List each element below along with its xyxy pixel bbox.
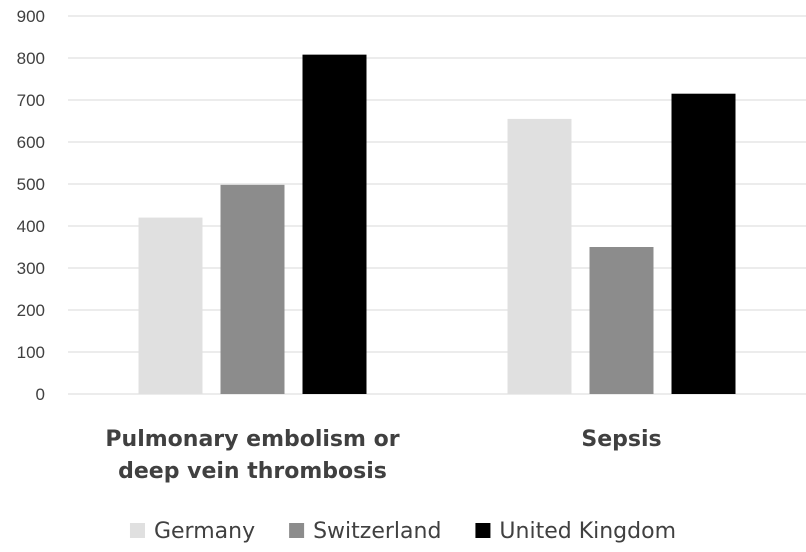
y-tick-label: 200 — [17, 301, 45, 320]
legend-swatch-united-kingdom — [475, 523, 491, 538]
bar-germany — [507, 118, 572, 395]
y-tick-label: 700 — [17, 91, 45, 110]
bar-switzerland — [220, 184, 285, 394]
y-tick-label: 600 — [17, 133, 45, 152]
legend-swatch-germany — [129, 523, 145, 538]
y-tick-label: 800 — [17, 49, 45, 68]
y-tick-label: 0 — [36, 385, 45, 404]
bar-united-kingdom — [671, 93, 736, 394]
x-axis-categories: Pulmonary embolism or deep vein thrombosi… — [105, 427, 661, 484]
bar-germany — [138, 217, 203, 394]
y-tick-label: 400 — [17, 217, 45, 236]
y-tick-label: 900 — [17, 7, 45, 26]
legend-label-germany: Germany — [154, 519, 255, 544]
bar-switzerland — [589, 247, 654, 394]
y-tick-label: 500 — [17, 175, 45, 194]
legend-swatch-switzerland — [289, 523, 305, 538]
y-axis-ticks: 0 100 200 300 400 500 600 700 800 900 — [17, 7, 45, 404]
legend-label-united-kingdom: United Kingdom — [499, 519, 676, 544]
category-label: Pulmonary embolism or deep vein thrombosi… — [105, 427, 399, 484]
category-label: Sepsis — [581, 427, 661, 452]
legend-label-switzerland: Switzerland — [313, 519, 441, 544]
legend: Germany Switzerland United Kingdom — [129, 519, 676, 544]
bars — [138, 54, 736, 395]
bar-united-kingdom — [302, 54, 367, 394]
y-tick-label: 100 — [17, 343, 45, 362]
y-tick-label: 300 — [17, 259, 45, 278]
